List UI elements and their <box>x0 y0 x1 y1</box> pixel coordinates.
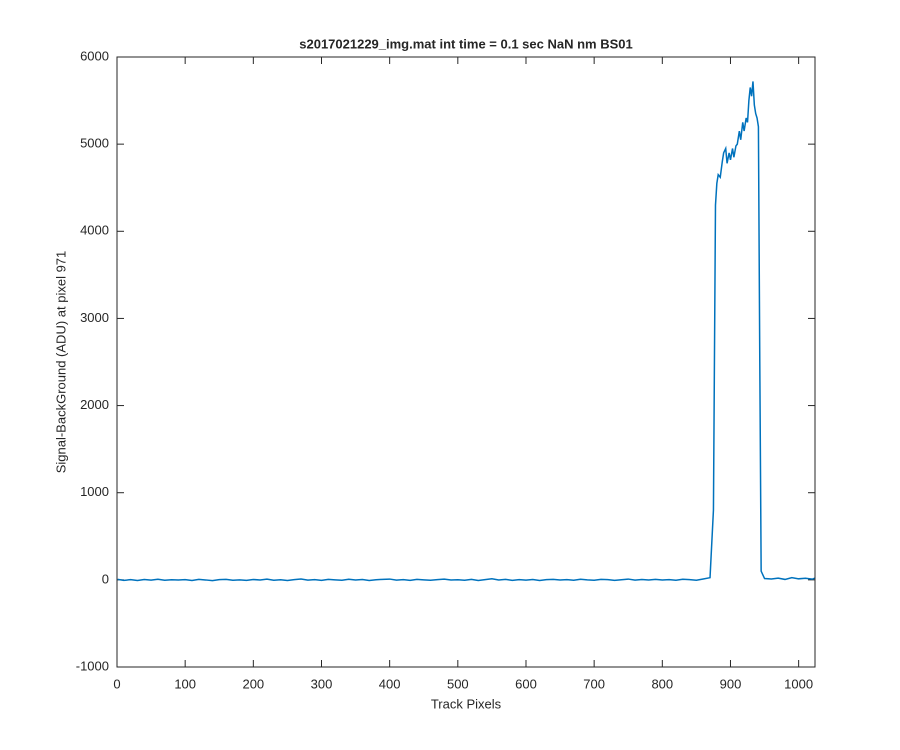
x-tick-label: 600 <box>515 676 537 691</box>
axes-box <box>116 56 816 668</box>
x-tick-label: 900 <box>720 676 742 691</box>
x-tick-label: 1000 <box>784 676 813 691</box>
x-tick-label: 400 <box>379 676 401 691</box>
x-axis-label: Track Pixels <box>431 696 502 711</box>
y-tick-label: 0 <box>102 571 109 586</box>
x-tick-label: 100 <box>174 676 196 691</box>
y-tick-label: 1000 <box>80 484 109 499</box>
chart-title: s2017021229_img.mat int time = 0.1 sec N… <box>299 36 633 51</box>
y-tick-label: 2000 <box>80 397 109 412</box>
x-tick-label: 300 <box>311 676 333 691</box>
y-tick-label: 4000 <box>80 223 109 238</box>
x-tick-label: 500 <box>447 676 469 691</box>
x-tick-label: 0 <box>113 676 120 691</box>
y-tick-label: 6000 <box>80 48 109 63</box>
data-line <box>117 81 816 582</box>
y-axis-label: Signal-BackGround (ADU) at pixel 971 <box>53 251 68 474</box>
x-tick-label: 200 <box>242 676 264 691</box>
plot-area <box>117 57 815 667</box>
y-tick-label: -1000 <box>76 658 109 673</box>
x-tick-label: 700 <box>583 676 605 691</box>
y-tick-label: 3000 <box>80 310 109 325</box>
y-tick-label: 5000 <box>80 136 109 151</box>
x-tick-label: 800 <box>651 676 673 691</box>
